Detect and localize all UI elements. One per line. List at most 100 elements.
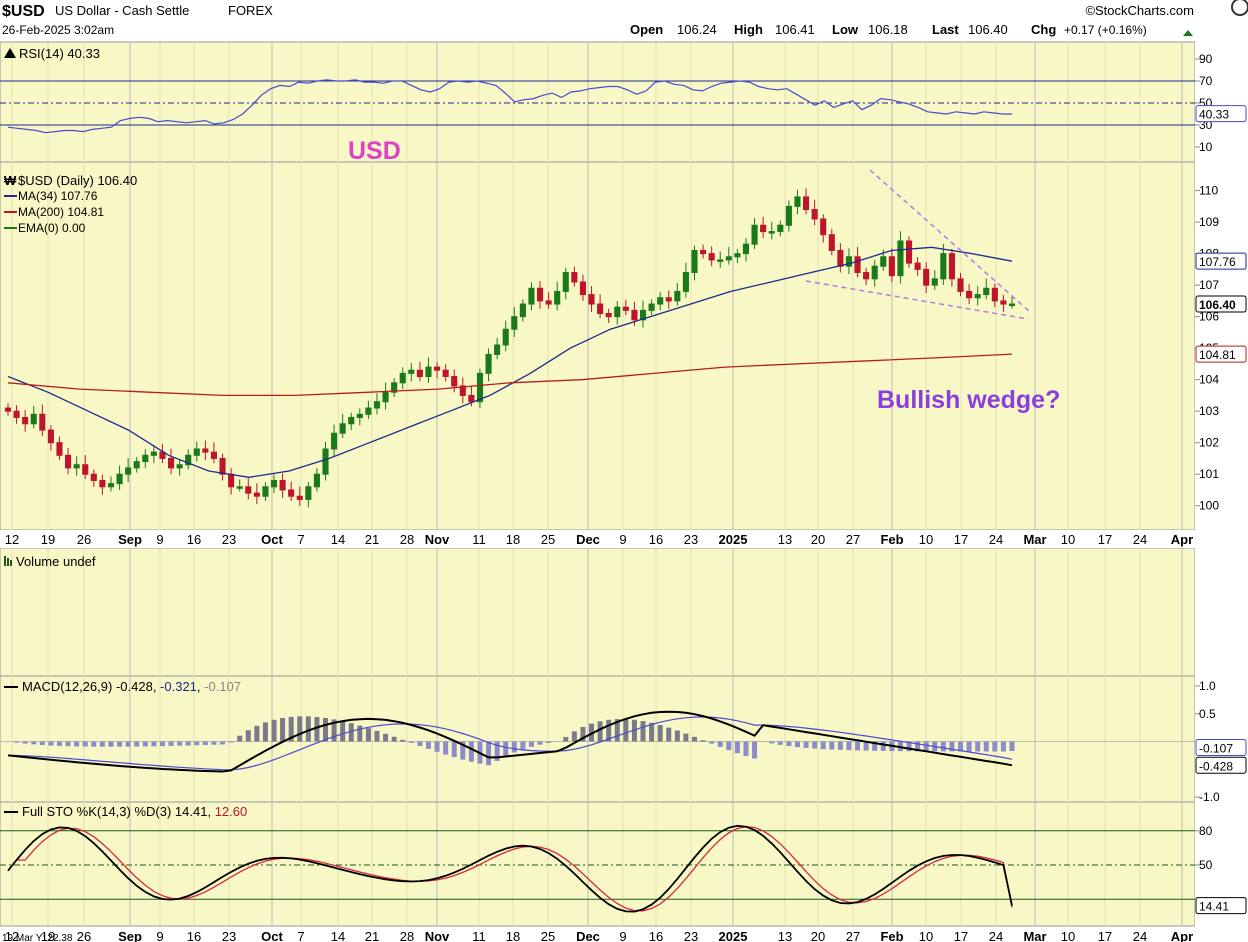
x-tick-label: 9 [619, 929, 626, 942]
price-tick-label: 102 [1199, 436, 1219, 450]
x-tick-label: 14 [331, 532, 345, 547]
ma34-legend: MA(34) 107.76 [18, 189, 98, 203]
macd-value-label: -0.428 [1199, 759, 1233, 773]
x-tick-label: 9 [156, 929, 163, 942]
macd-histogram-bar [297, 716, 303, 742]
macd-histogram-bar [786, 741, 792, 747]
candle-body [425, 366, 432, 378]
macd-histogram-bar [855, 741, 861, 751]
candle-body [845, 256, 853, 267]
macd-histogram-bar [194, 741, 200, 746]
candle-body [313, 473, 320, 488]
candle-body [485, 353, 492, 374]
macd-histogram-bar [563, 736, 569, 742]
ma34-value-label-box [1195, 252, 1247, 270]
candle-body [73, 464, 80, 469]
x-tick-label: 2025 [719, 929, 748, 942]
x-tick-label: 18 [506, 532, 520, 547]
candle-body [802, 196, 810, 211]
price-chart [4, 169, 1031, 508]
symbol: $USD [2, 3, 45, 20]
macd-histogram-bar [74, 741, 80, 747]
candle-body [519, 303, 526, 318]
macd-histogram-bar [357, 725, 363, 742]
candle-body [30, 413, 37, 425]
wedge-lower-trendline [805, 280, 1029, 320]
candle-body [691, 249, 698, 274]
x-tick-label: 24 [989, 929, 1003, 942]
macd-histogram-bar [752, 741, 758, 759]
x-tick-label: Apr [1171, 929, 1193, 942]
macd-histogram-bar [837, 741, 843, 750]
x-tick-label: 17 [1098, 929, 1112, 942]
ma34-line [7, 246, 1013, 478]
candle-body [65, 454, 72, 469]
macd-histogram-bar [649, 722, 655, 742]
macd-histogram-bar [159, 741, 165, 747]
high-label: High [734, 22, 763, 37]
high-value: 106.41 [775, 22, 815, 37]
x-tick-label: 24 [1133, 929, 1147, 942]
triangle-icon [4, 48, 16, 58]
x-tick-label: 14 [331, 929, 345, 942]
candle-body [888, 256, 895, 277]
macd-histogram-bar [340, 721, 346, 742]
x-tick-label: 24 [1133, 532, 1147, 547]
rsi-tick-label: 10 [1199, 140, 1213, 154]
macd-line [7, 710, 1013, 773]
chg-value: +0.17 (+0.16%) [1064, 23, 1147, 37]
macd-histogram-bar [125, 741, 131, 747]
macd-histogram-bar [39, 741, 45, 745]
macd-histogram-bar [14, 741, 20, 743]
candle-body [408, 369, 415, 374]
macd-histogram-bar [185, 741, 191, 746]
candle-body [983, 287, 990, 296]
rsi-tick-label: 90 [1199, 52, 1213, 66]
macd-histogram-bar [880, 741, 886, 751]
macd-histogram-bar [211, 741, 217, 745]
candle-body [940, 253, 947, 280]
candle-body [253, 492, 260, 497]
candle-body [657, 297, 664, 305]
candle-body [99, 479, 106, 488]
x-tick-label: 21 [365, 929, 379, 942]
x-tick-label: 9 [619, 532, 626, 547]
sto-value-label-box [1195, 897, 1247, 915]
candle-body [785, 205, 792, 226]
candle-body [185, 454, 192, 466]
macd-histogram-bar [468, 741, 474, 762]
candle-body [700, 249, 707, 255]
crosshair-info: 19 Mar Y: 22.38 [2, 933, 73, 942]
rsi-chart [0, 79, 1195, 134]
sto-panel [0, 801, 1196, 927]
macd-histogram-bar [820, 741, 826, 750]
macd-histogram-bar [657, 725, 663, 742]
candle-body [897, 240, 904, 277]
x-tick-label: Oct [261, 929, 283, 942]
candle-body [365, 407, 372, 415]
ema-legend: EMA(0) 0.00 [18, 221, 86, 235]
candle-body [1000, 300, 1007, 305]
candle-body [768, 231, 775, 234]
macd-histogram-bar [271, 719, 277, 742]
macd-histogram-bar [794, 741, 800, 748]
volume-legend: Volume undef [4, 554, 96, 569]
x-tick-label: 20 [811, 929, 825, 942]
candle-body [305, 486, 312, 500]
x-tick-label: 20 [811, 532, 825, 547]
candle-body [228, 473, 235, 488]
macd-signal-line [7, 716, 1013, 771]
candle-body [142, 454, 149, 463]
help-icon[interactable] [1231, 0, 1248, 16]
macd-histogram-bar [975, 741, 981, 752]
candle-body [13, 410, 20, 418]
macd-histogram-bar [65, 741, 71, 747]
candle-body [339, 423, 346, 434]
x-tick-label: 13 [778, 929, 792, 942]
open-label: Open [630, 22, 663, 37]
candle-body [416, 369, 423, 378]
candle-body [777, 224, 784, 233]
macd-histogram-bar [117, 741, 123, 747]
candle-body [47, 429, 54, 444]
x-tick-label: 16 [649, 929, 663, 942]
